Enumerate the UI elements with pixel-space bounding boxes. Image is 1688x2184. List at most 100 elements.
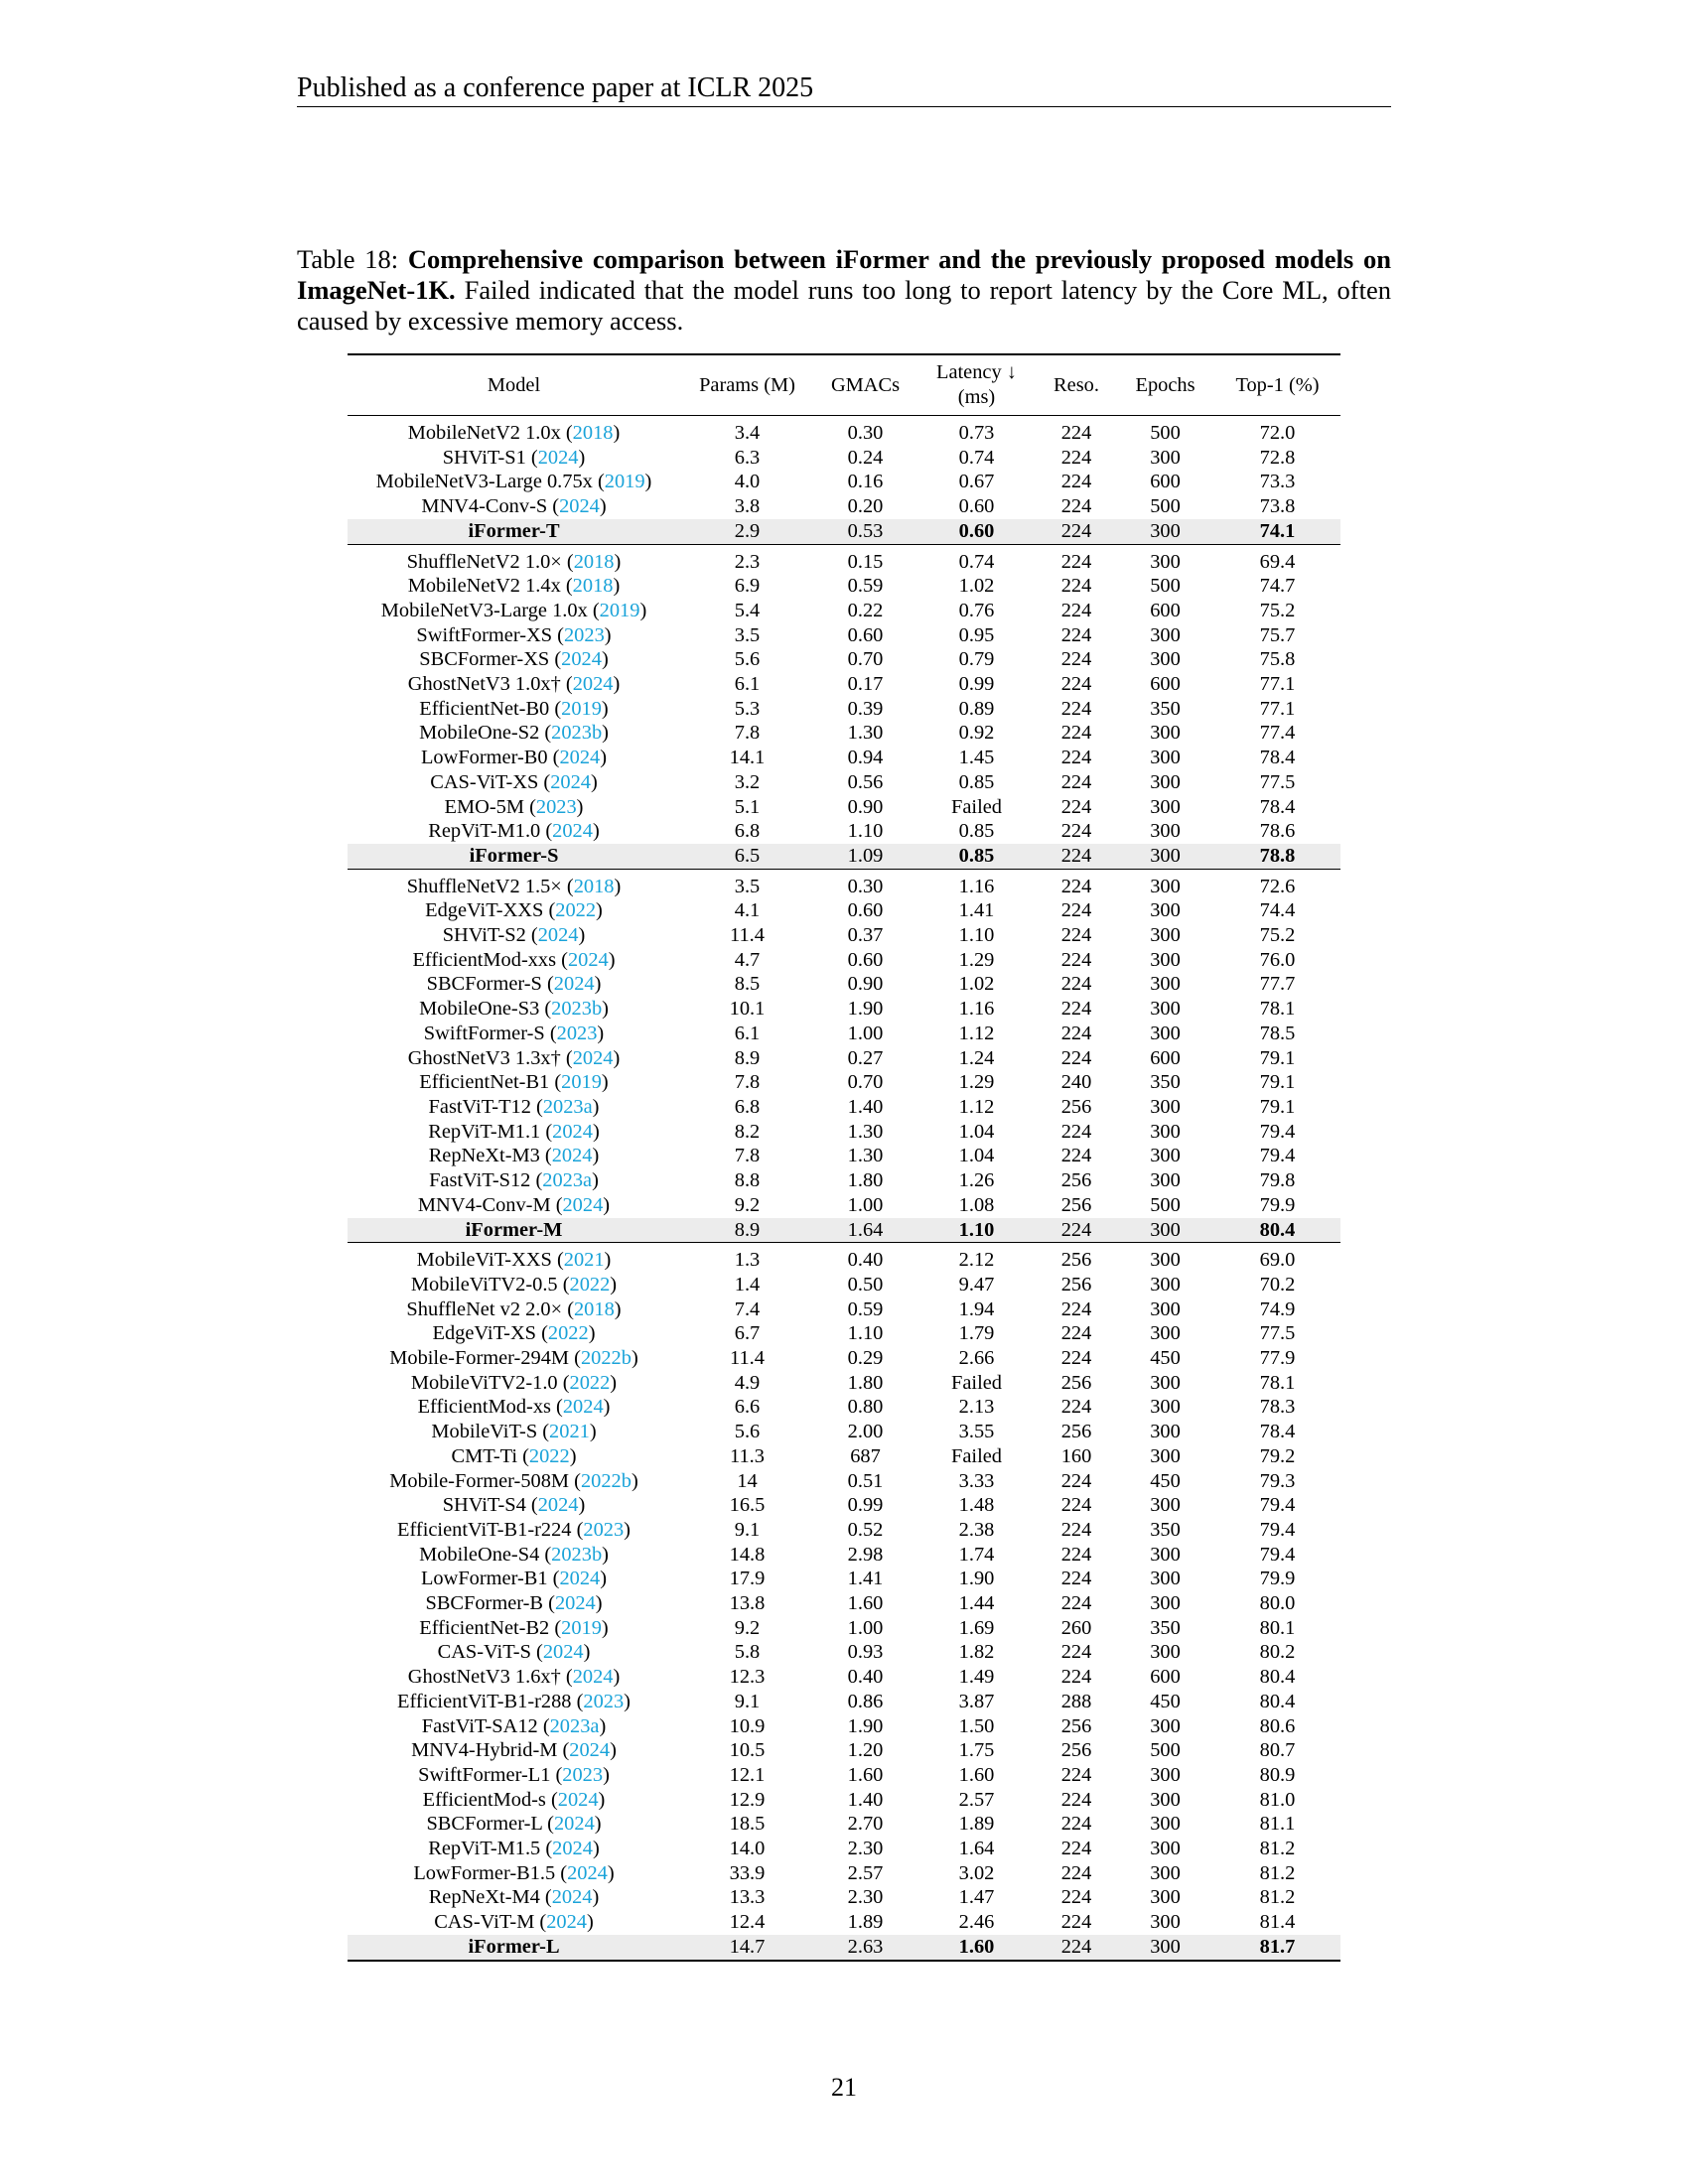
epochs-cell: 450 [1150,1469,1181,1492]
gmacs-cell: 0.56 [847,770,884,793]
model-cell: GhostNetV3 1.3x† (2024) [348,1046,680,1071]
citation-link[interactable]: 2022b [580,1469,632,1492]
citation-link[interactable]: 2023b [551,722,603,745]
reso-cell: 224 [1060,1641,1092,1664]
model-cell: SBCFormer-L (2024) [348,1812,680,1837]
citation-close: ) [613,1666,621,1689]
top1-cell: 81.2 [1259,1886,1296,1909]
citation-close: ) [587,1911,594,1934]
latency-cell: 1.12 [958,1095,995,1118]
citation-link[interactable]: 2024 [559,1568,601,1590]
citation-link[interactable]: 2023a [542,1095,593,1118]
citation-link[interactable]: 2024 [537,924,579,947]
citation-link[interactable]: 2024 [554,1592,596,1615]
citation-link[interactable]: 2023a [549,1714,600,1737]
citation-link[interactable]: 2022 [555,899,597,922]
citation-link[interactable]: 2018 [572,575,614,598]
reso-cell: 224 [1060,673,1092,696]
gmacs-cell: 2.00 [847,1421,884,1443]
model-name: FastViT-SA12 ( [421,1714,550,1737]
citation-link[interactable]: 2024 [537,446,579,469]
table-row: FastViT-SA12 (2023a) 10.9 1.90 1.50 256 300 80… [348,1714,1340,1739]
model-name: SBCFormer-XS ( [419,648,562,671]
citation-link[interactable]: 2024 [557,1788,599,1811]
citation-link[interactable]: 2024 [537,1494,579,1517]
model-cell: iFormer-S [348,843,680,870]
citation-link[interactable]: 2024 [553,973,595,996]
model-name: MNV4-Hybrid-M ( [411,1739,570,1762]
citation-link[interactable]: 2023a [542,1169,593,1192]
citation-link[interactable]: 2023 [562,1763,604,1786]
citation-link[interactable]: 2023b [551,1543,603,1566]
citation-close: ) [602,1543,609,1566]
epochs-cell: 300 [1150,1322,1181,1345]
reso-cell: 224 [1060,446,1092,469]
citation-link[interactable]: 2024 [562,1193,604,1216]
citation-link[interactable]: 2024 [551,1145,593,1167]
citation-link[interactable]: 2022b [580,1347,632,1370]
citation-link[interactable]: 2023 [583,1518,625,1541]
reso-cell: 224 [1060,697,1092,720]
citation-close: ) [590,770,598,793]
citation-link[interactable]: 2024 [559,747,601,769]
citation-link[interactable]: 2019 [561,1071,602,1094]
citation-link[interactable]: 2024 [572,1666,614,1689]
latency-cell: 1.79 [958,1322,995,1345]
latency-cell: 1.26 [958,1169,995,1192]
params-cell: 5.4 [734,599,761,621]
citation-link[interactable]: 2024 [542,1641,584,1664]
citation-link[interactable]: 2018 [572,422,614,444]
model-cell: MNV4-Conv-M (2024) [348,1193,680,1218]
epochs-cell: 300 [1150,1543,1181,1566]
citation-link[interactable]: 2022 [569,1371,611,1394]
gmacs-cell: 1.09 [814,843,916,870]
citation-link[interactable]: 2024 [561,648,602,671]
citation-link[interactable]: 2021 [563,1249,605,1272]
citation-link[interactable]: 2024 [567,1861,608,1884]
citation-link[interactable]: 2018 [573,875,615,897]
citation-link[interactable]: 2024 [546,1911,587,1934]
citation-link[interactable]: 2023 [583,1690,625,1712]
table-row: MNV4-Hybrid-M (2024) 10.5 1.20 1.75 256 500 80… [348,1738,1340,1763]
latency-cell: 0.60 [916,518,1037,545]
citation-link[interactable]: 2019 [599,599,640,621]
table-row: EfficientViT-B1-r224 (2023) 9.1 0.52 2.38 22… [348,1518,1340,1543]
citation-link[interactable]: 2023 [535,795,577,818]
citation-link[interactable]: 2024 [552,1120,593,1143]
citation-close: ) [603,1193,611,1216]
citation-link[interactable]: 2024 [569,1739,611,1762]
citation-link[interactable]: 2023 [563,623,605,646]
citation-link[interactable]: 2018 [573,1297,615,1320]
citation-link[interactable]: 2022 [569,1273,611,1296]
citation-link[interactable]: 2024 [572,1046,614,1069]
citation-link[interactable]: 2023 [556,1022,598,1044]
model-cell: CMT-Ti (2022) [348,1444,680,1469]
citation-link[interactable]: 2022 [547,1322,589,1345]
citation-link[interactable]: 2024 [550,770,591,793]
citation-link[interactable]: 2024 [559,495,600,518]
top1-cell: 74.4 [1259,899,1296,922]
epochs-cell: 600 [1150,599,1181,621]
model-cell: FastViT-S12 (2023a) [348,1168,680,1193]
citation-link[interactable]: 2024 [553,1813,595,1836]
citation-link[interactable]: 2024 [552,1838,593,1860]
citation-link[interactable]: 2024 [567,948,609,971]
citation-link[interactable]: 2023b [551,998,603,1021]
citation-link[interactable]: 2019 [561,697,602,720]
citation-link[interactable]: 2024 [562,1396,604,1419]
citation-link[interactable]: 2024 [551,1886,593,1909]
citation-link[interactable]: 2022 [528,1444,570,1467]
latency-cell: 1.10 [958,924,995,947]
table-row: EfficientMod-xxs (2024) 4.7 0.60 1.29 224 300… [348,948,1340,973]
citation-link[interactable]: 2024 [572,673,614,696]
citation-link[interactable]: 2021 [549,1421,590,1443]
citation-close: ) [592,1169,599,1192]
citation-close: ) [607,1861,615,1884]
table-row: EfficientViT-B1-r288 (2023) 9.1 0.86 3.87 28… [348,1690,1340,1714]
citation-link[interactable]: 2019 [604,471,645,493]
citation-link[interactable]: 2024 [552,820,593,843]
params-cell: 5.6 [734,648,761,671]
citation-link[interactable]: 2019 [561,1616,602,1639]
top1-cell: 81.7 [1214,1934,1340,1962]
citation-link[interactable]: 2018 [573,550,615,573]
